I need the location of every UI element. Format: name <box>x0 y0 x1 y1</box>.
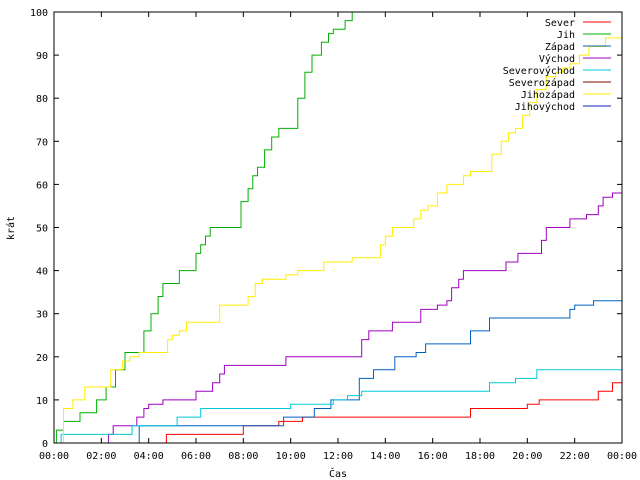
y-tick-label: 30 <box>36 310 48 321</box>
x-tick-label: 16:00 <box>418 451 448 462</box>
x-tick-label: 14:00 <box>370 451 400 462</box>
y-tick-label: 90 <box>36 51 48 62</box>
series-line-3 <box>54 188 623 444</box>
y-tick-label: 20 <box>36 353 48 364</box>
y-tick-label: 70 <box>36 137 48 148</box>
legend-label: Severovýchod <box>503 65 575 77</box>
y-tick-label: 10 <box>36 396 48 407</box>
x-tick-label: 22:00 <box>560 451 590 462</box>
legend-label: Východ <box>539 53 575 65</box>
series-line-4 <box>54 369 622 444</box>
series-line-1 <box>54 12 353 444</box>
series-line-0 <box>54 382 622 444</box>
x-tick-label: 12:00 <box>323 451 353 462</box>
x-tick-label: 20:00 <box>512 451 542 462</box>
y-tick-label: 50 <box>36 224 48 235</box>
ticks-layer: 00:00 02:00 04:00 06:00 08:00 10:00 12:00 14:00… <box>30 8 637 462</box>
legend-label: Sever <box>545 18 575 29</box>
series-line-2 <box>54 300 622 444</box>
x-tick-label: 08:00 <box>228 451 258 462</box>
x-tick-label: 00:00 <box>607 451 637 462</box>
y-tick-label: 60 <box>36 180 48 191</box>
y-tick-label: 0 <box>42 439 48 450</box>
legend-label: Jihozápad <box>521 89 575 101</box>
y-tick-label: 80 <box>36 94 48 105</box>
legend: SeverJihZápadVýchodSeverovýchodSeverozáp… <box>503 18 611 113</box>
legend-label: Západ <box>545 41 575 53</box>
x-tick-label: 06:00 <box>181 451 211 462</box>
x-tick-label: 04:00 <box>134 451 164 462</box>
x-tick-label: 00:00 <box>39 451 69 462</box>
x-tick-label: 18:00 <box>465 451 495 462</box>
series-line-6 <box>54 37 622 444</box>
x-axis-label: Čas <box>329 467 347 480</box>
y-tick-label: 40 <box>36 267 48 278</box>
x-tick-label: 10:00 <box>276 451 306 462</box>
legend-label: Jih <box>557 30 575 41</box>
y-axis-label: krát <box>5 216 17 240</box>
legend-label: Jihovýchod <box>515 101 575 113</box>
x-tick-label: 02:00 <box>86 451 116 462</box>
legend-label: Severozápad <box>509 77 575 89</box>
y-tick-label: 100 <box>30 8 48 19</box>
